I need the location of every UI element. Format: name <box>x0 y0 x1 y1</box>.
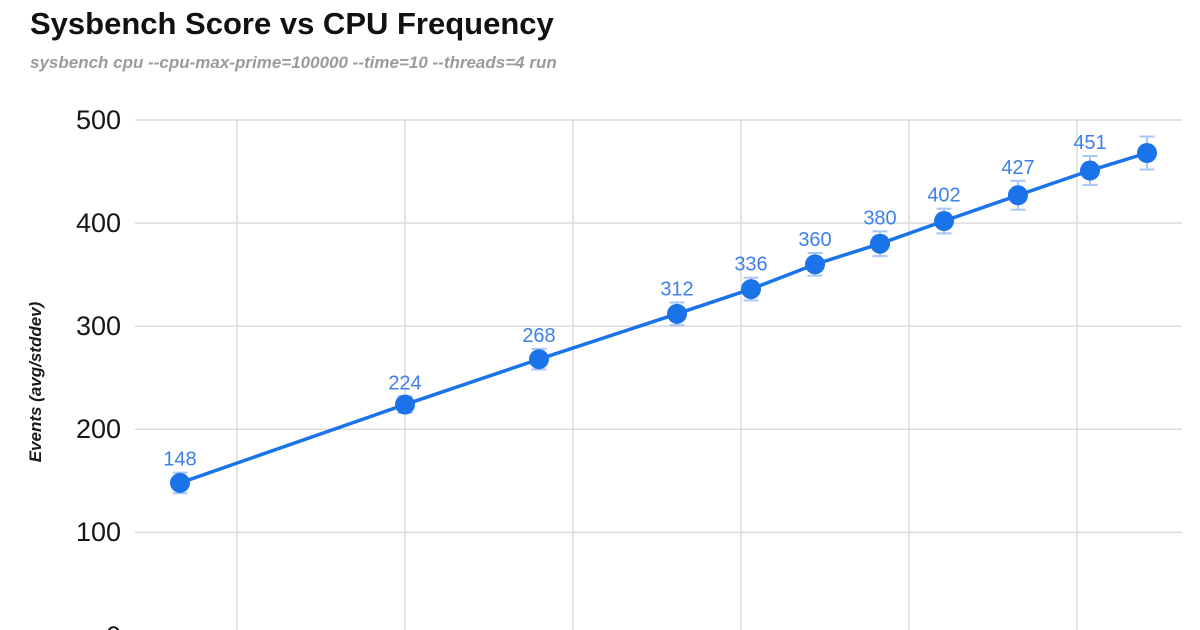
point-label-224: 224 <box>388 372 421 394</box>
point-label-268: 268 <box>522 325 555 347</box>
data-point-360[interactable] <box>805 254 825 275</box>
data-point-148[interactable] <box>170 472 190 493</box>
y-tick-label-0: 0 <box>0 620 121 630</box>
point-label-451: 451 <box>1073 132 1106 154</box>
point-label-148: 148 <box>163 449 196 471</box>
data-point-451[interactable] <box>1080 160 1100 181</box>
point-label-402: 402 <box>927 185 960 207</box>
series-line <box>178 151 1149 485</box>
data-point-224[interactable] <box>395 394 415 415</box>
y-tick-label-500: 500 <box>75 105 121 135</box>
data-point-336[interactable] <box>741 279 761 300</box>
point-label-380: 380 <box>863 207 896 229</box>
data-point-468[interactable] <box>1137 142 1157 163</box>
point-label-427: 427 <box>1001 157 1034 179</box>
data-point-402[interactable] <box>934 211 954 232</box>
data-point-427[interactable] <box>1008 185 1028 206</box>
y-tick-label-300: 300 <box>75 311 121 342</box>
y-tick-label-400: 400 <box>75 208 121 239</box>
point-label-336: 336 <box>734 254 767 276</box>
y-tick-label-200: 200 <box>75 414 121 445</box>
data-point-268[interactable] <box>529 349 549 370</box>
data-point-312[interactable] <box>667 303 687 324</box>
chart-title: Sysbench Score vs CPU Frequency <box>30 6 554 41</box>
y-tick-label-100: 100 <box>75 517 121 548</box>
data-point-380[interactable] <box>870 233 890 254</box>
chart-subtitle: sysbench cpu --cpu-max-prime=100000 --ti… <box>30 53 557 72</box>
point-label-360: 360 <box>798 229 831 251</box>
point-label-312: 312 <box>660 278 693 300</box>
